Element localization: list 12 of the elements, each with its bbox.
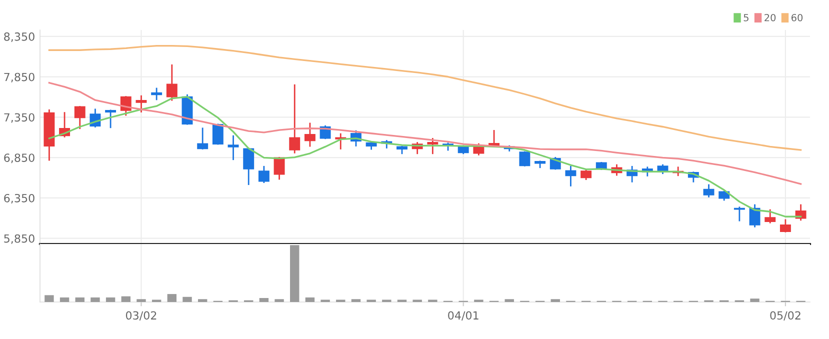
- legend-label: 60: [792, 14, 803, 22]
- y-tick-label: 8,350: [4, 32, 34, 42]
- x-tick-label: 05/02: [770, 311, 800, 320]
- y-tick-label: 7,350: [4, 113, 34, 123]
- y-tick-label: 7,850: [4, 72, 34, 82]
- x-tick-label: 04/01: [448, 311, 478, 320]
- y-tick-label: 6,850: [4, 154, 34, 164]
- legend-label: 20: [764, 14, 776, 22]
- y-tick-label: 5,850: [4, 234, 34, 244]
- x-tick-label: 03/02: [126, 311, 156, 320]
- y-tick-label: 6,350: [4, 194, 34, 204]
- legend-label: 5: [744, 14, 748, 22]
